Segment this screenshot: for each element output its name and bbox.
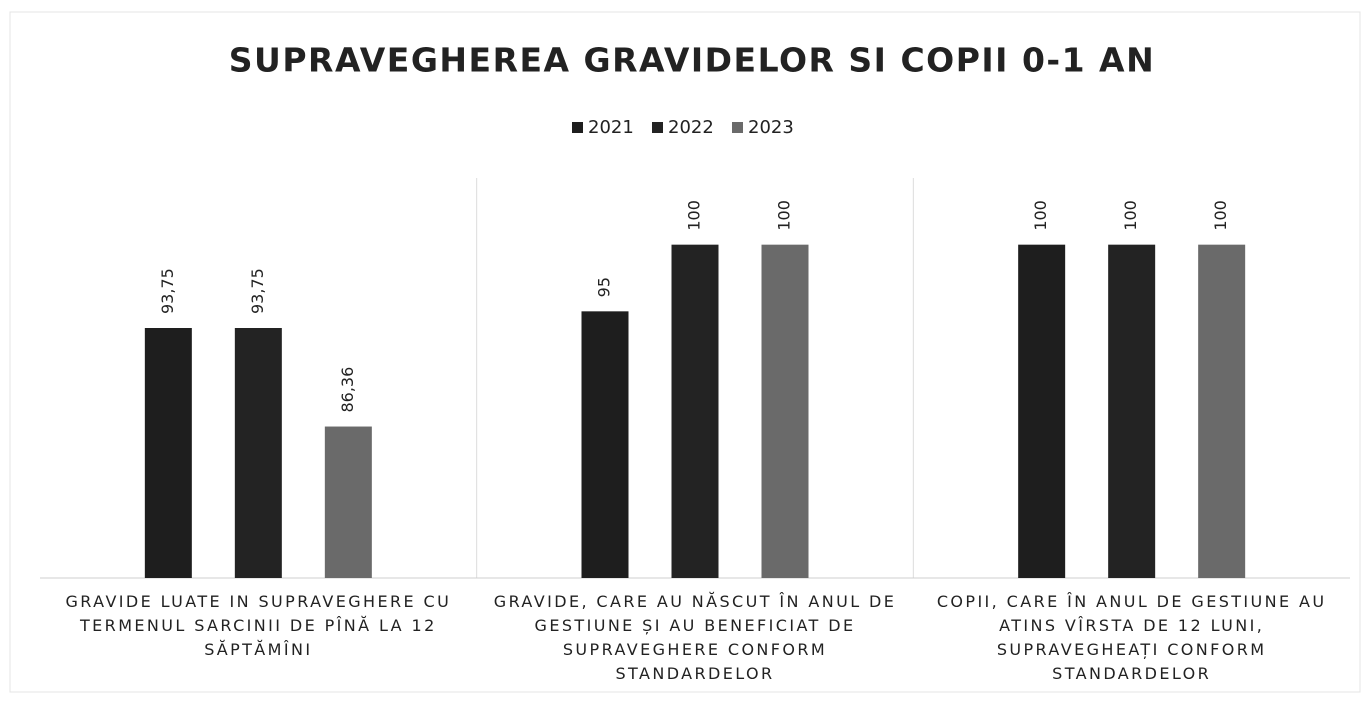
x-tick-label: GRAVIDE LUATE IN SUPRAVEGHERE CU TERMENU… — [65, 592, 452, 659]
legend-label: 2022 — [668, 117, 714, 138]
value-label: 100 — [1121, 200, 1140, 231]
value-label: 93,75 — [248, 268, 267, 314]
chart-title: SUPRAVEGHEREA GRAVIDELOR SI COPII 0-1 AN — [229, 41, 1155, 80]
bar — [1198, 244, 1246, 578]
bar — [761, 244, 809, 578]
bar — [671, 244, 719, 578]
legend-label: 2023 — [748, 117, 794, 138]
value-label: 100 — [685, 200, 704, 231]
value-label: 95 — [595, 277, 614, 297]
value-label: 100 — [775, 200, 794, 231]
value-label: 100 — [1211, 200, 1230, 231]
value-label: 93,75 — [158, 268, 177, 314]
chart-border — [9, 11, 1361, 693]
value-label: 100 — [1031, 200, 1050, 231]
bar — [234, 328, 282, 578]
legend-swatch — [732, 122, 743, 133]
legend-swatch — [572, 122, 583, 133]
bar — [581, 311, 629, 578]
bar — [144, 328, 192, 578]
bar — [1108, 244, 1156, 578]
bar — [324, 426, 372, 578]
bar — [1018, 244, 1066, 578]
x-tick-label: COPII, CARE ÎN ANUL DE GESTIUNE AU ATINS… — [936, 592, 1327, 683]
legend-swatch — [652, 122, 663, 133]
x-tick-label: GRAVIDE, CARE AU NĂSCUT ÎN ANUL DE GESTI… — [493, 592, 897, 683]
value-label: 86,36 — [338, 367, 357, 413]
legend-label: 2021 — [588, 117, 634, 138]
